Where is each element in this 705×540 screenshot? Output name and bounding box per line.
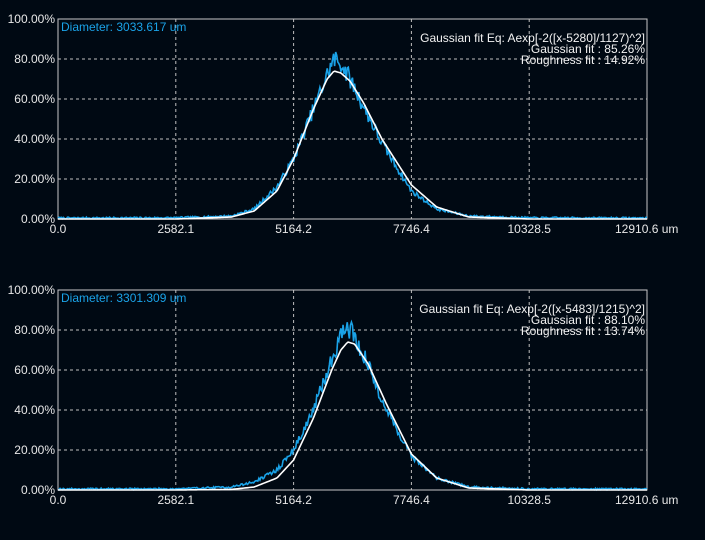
x-tick-label: 0.0 — [50, 222, 67, 236]
x-tick-label: 10328.5 — [508, 222, 552, 236]
fit-annotation: Roughness fit : 13.74% — [521, 324, 645, 338]
plot-frame — [57, 289, 648, 491]
measured-profile-line — [57, 319, 648, 492]
diameter-label: Diameter: 3033.617 um — [61, 20, 186, 34]
fit-annotation: Gaussian fit : 85.26% — [531, 42, 645, 56]
y-tick-label: 60.00% — [14, 363, 55, 377]
y-tick-label: 0.00% — [21, 483, 55, 497]
fit-annotation: Gaussian fit Eq: Aexp[-2([x-5280]/1127)^… — [420, 31, 645, 45]
fit-annotation: Roughness fit : 14.92% — [521, 53, 645, 67]
fit-annotation: Gaussian fit Eq: Aexp[-2([x-5483]/1215)^… — [419, 302, 645, 316]
fit-annotation: Gaussian fit : 88.10% — [531, 313, 645, 327]
y-tick-label: 20.00% — [14, 443, 55, 457]
y-tick-label: 40.00% — [14, 403, 55, 417]
x-tick-label: 5164.2 — [275, 493, 312, 507]
y-tick-label: 20.00% — [14, 172, 55, 186]
profile-chart-top: 0.00% 20.00% 40.00% 60.00% 80.00% 100.00% 0.0 2… — [8, 12, 679, 236]
y-tick-label: 100.00% — [8, 283, 56, 297]
y-tick-label: 100.00% — [8, 12, 56, 26]
y-tick-label: 60.00% — [14, 92, 55, 106]
x-tick-label: 12910.6 um — [615, 493, 678, 507]
x-tick-label: 2582.1 — [157, 493, 194, 507]
gaussian-fit-line — [58, 70, 647, 220]
x-tick-label: 0.0 — [50, 493, 67, 507]
y-tick-label: 40.00% — [14, 132, 55, 146]
gaussian-fit-line — [58, 341, 647, 491]
x-tick-label: 7746.4 — [393, 222, 430, 236]
x-tick-label: 10328.5 — [508, 493, 552, 507]
measured-profile-line — [57, 51, 648, 221]
x-tick-label: 5164.2 — [275, 222, 312, 236]
profile-chart-bottom: 0.00% 20.00% 40.00% 60.00% 80.00% 100.00% 0.0 2… — [8, 283, 679, 507]
x-tick-label: 2582.1 — [157, 222, 194, 236]
y-tick-label: 0.00% — [21, 212, 55, 226]
plot-frame — [57, 18, 648, 220]
x-tick-label: 7746.4 — [393, 493, 430, 507]
x-tick-label: 12910.6 um — [615, 222, 678, 236]
y-tick-label: 80.00% — [14, 52, 55, 66]
diameter-label: Diameter: 3301.309 um — [61, 291, 186, 305]
y-tick-label: 80.00% — [14, 323, 55, 337]
